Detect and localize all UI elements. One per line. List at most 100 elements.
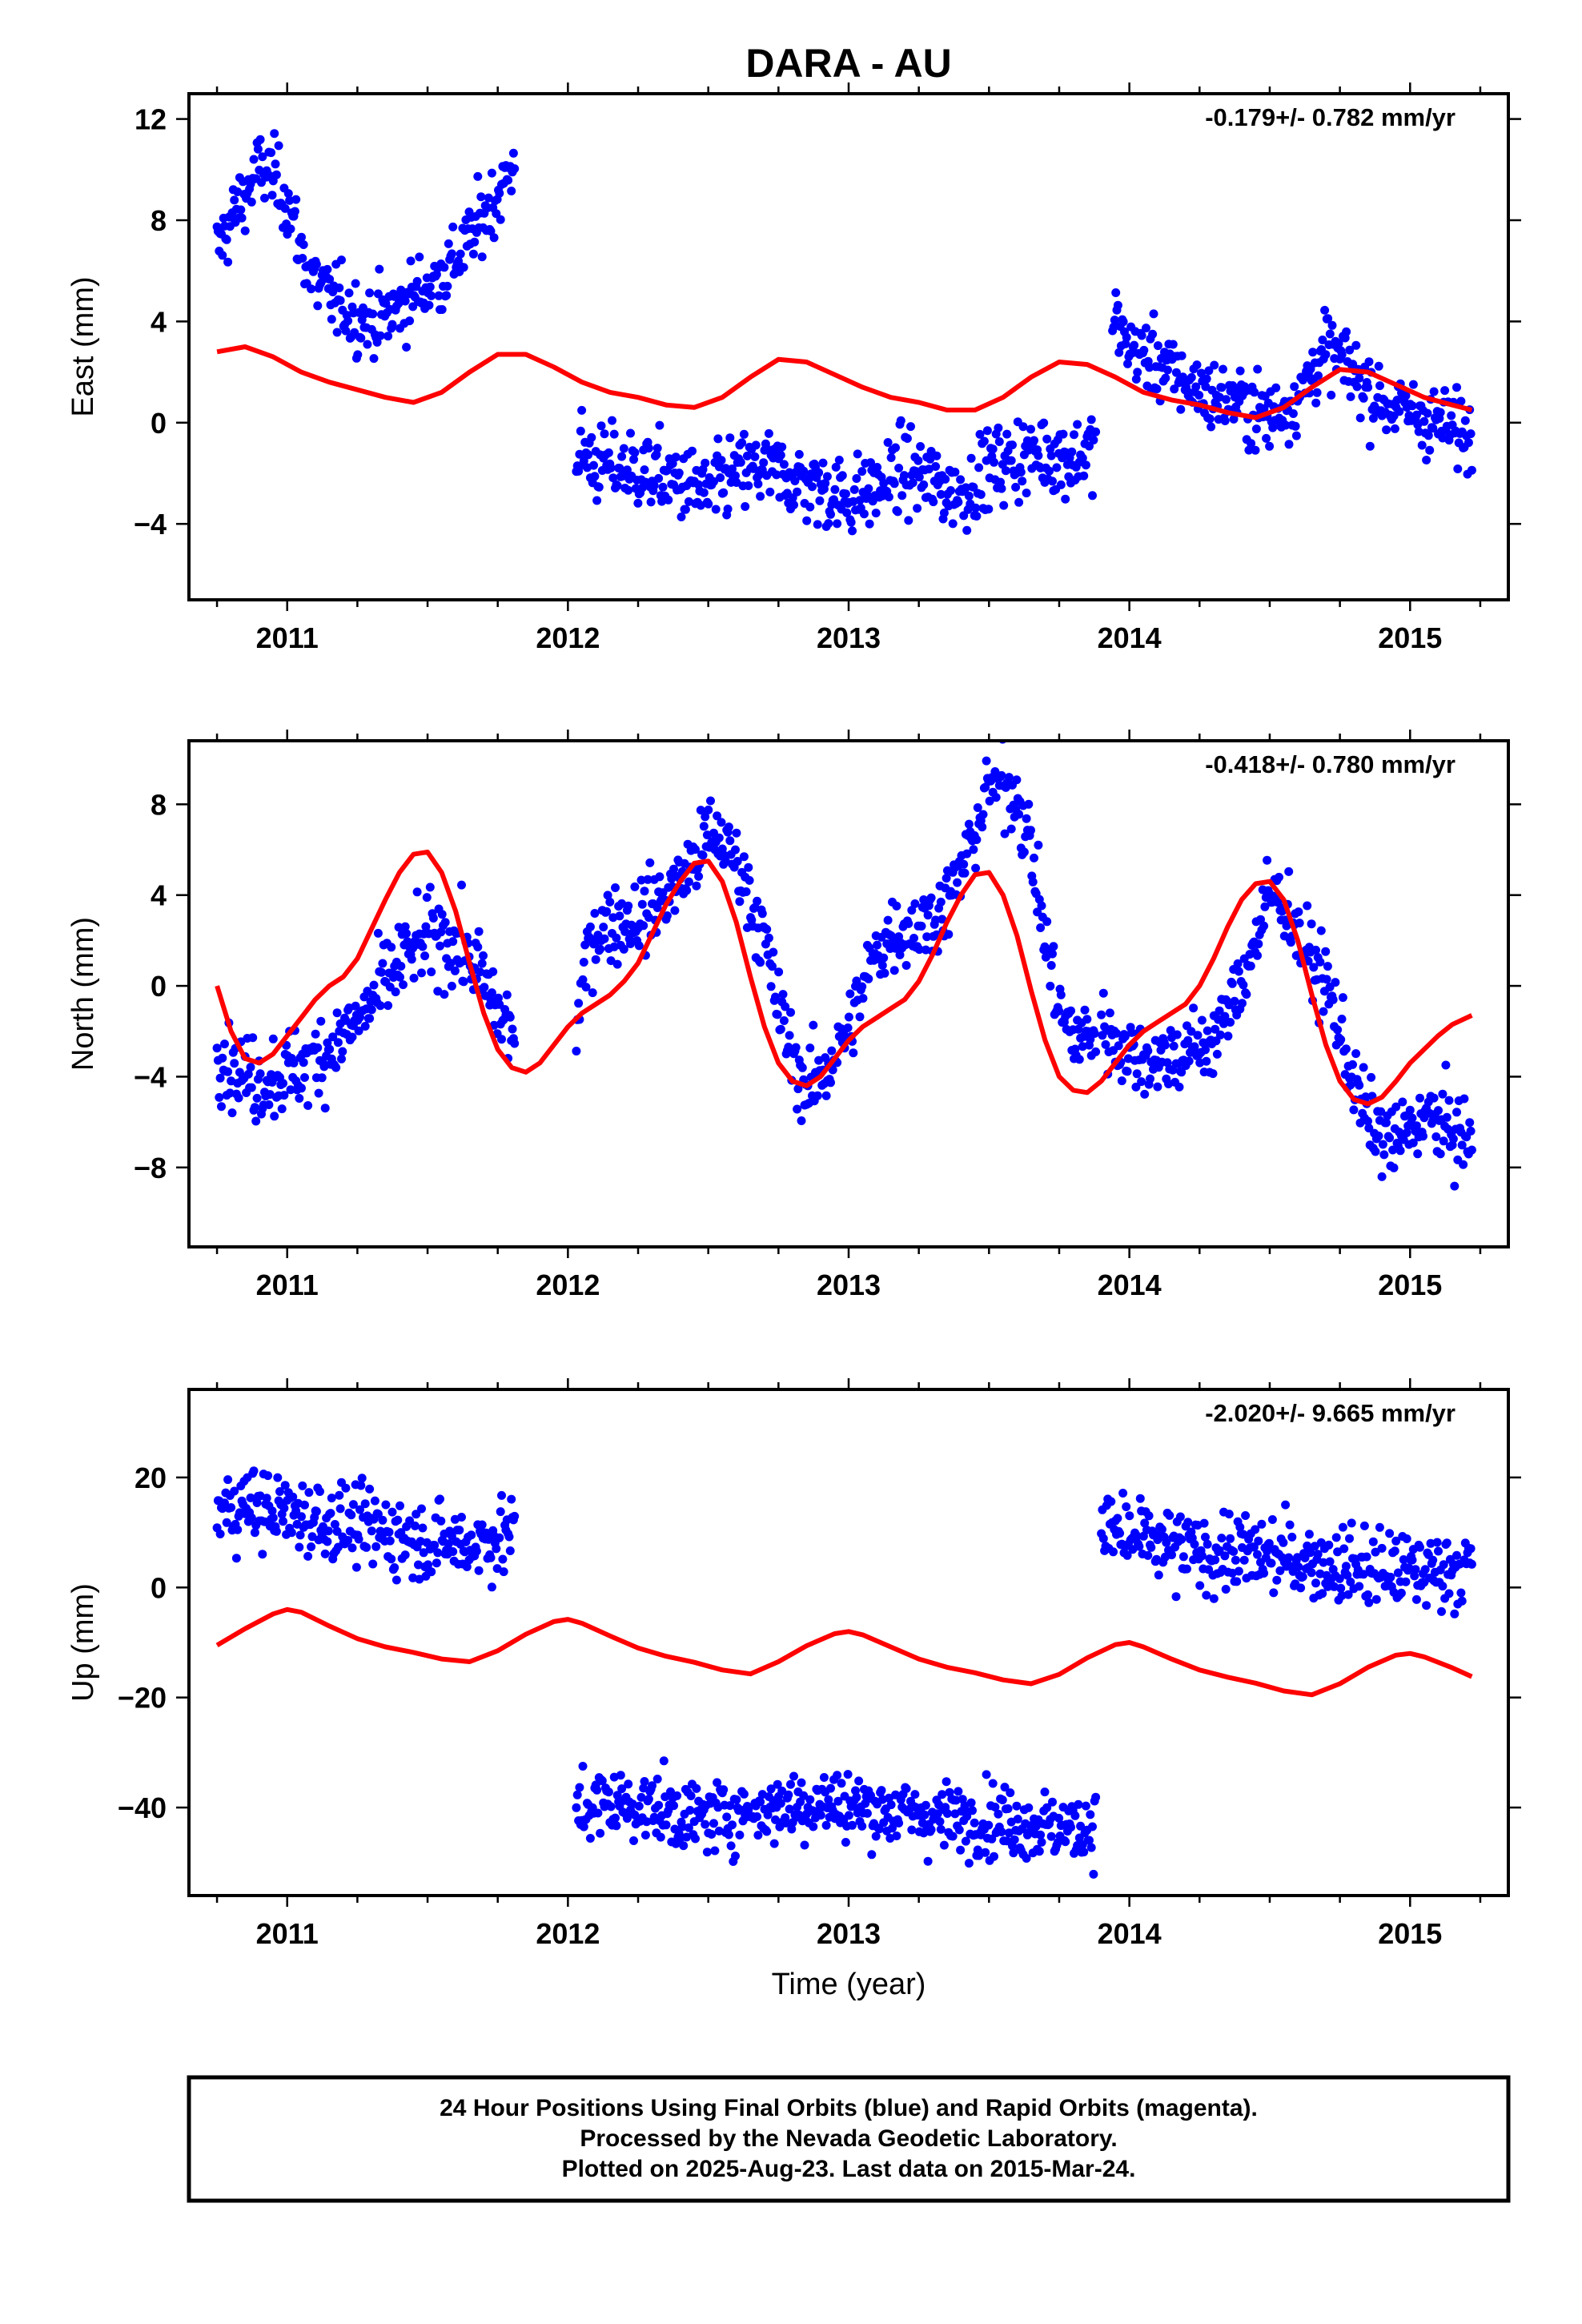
up-point bbox=[1251, 1525, 1260, 1534]
east-point bbox=[864, 484, 873, 493]
north-point bbox=[828, 1065, 837, 1075]
up-point bbox=[323, 1526, 333, 1536]
up-point bbox=[735, 1830, 745, 1839]
east-x-tick-label: 2012 bbox=[536, 621, 600, 654]
east-point bbox=[1018, 422, 1028, 432]
north-point bbox=[1202, 1056, 1211, 1066]
north-point bbox=[1215, 1006, 1224, 1015]
north-point bbox=[1333, 1025, 1343, 1035]
north-point bbox=[1389, 1163, 1399, 1172]
north-point bbox=[1122, 1067, 1132, 1076]
north-point bbox=[606, 956, 616, 966]
up-point bbox=[597, 1776, 607, 1786]
east-point bbox=[777, 442, 787, 452]
east-point bbox=[1114, 348, 1124, 357]
east-point bbox=[335, 296, 345, 305]
up-point bbox=[851, 1786, 860, 1795]
up-point bbox=[1259, 1569, 1269, 1578]
north-point bbox=[1364, 1124, 1374, 1133]
north-point bbox=[1097, 1010, 1106, 1019]
east-point bbox=[1365, 441, 1375, 451]
north-point bbox=[735, 897, 745, 907]
east-point bbox=[772, 470, 781, 480]
east-point bbox=[351, 279, 360, 288]
up-point bbox=[954, 1787, 963, 1796]
north-point bbox=[793, 1084, 803, 1094]
north-point bbox=[1376, 1107, 1386, 1116]
north-point bbox=[1143, 1046, 1153, 1055]
north-point bbox=[1395, 1146, 1405, 1156]
up-point bbox=[673, 1791, 682, 1800]
east-x-tick-label: 2015 bbox=[1378, 621, 1442, 654]
up-x-tick-label: 2015 bbox=[1378, 1917, 1442, 1950]
east-point bbox=[723, 505, 733, 514]
north-point bbox=[1140, 1089, 1150, 1099]
east-point bbox=[1425, 445, 1435, 455]
up-x-tick-label: 2012 bbox=[536, 1917, 600, 1950]
east-point bbox=[375, 331, 385, 340]
north-point bbox=[1000, 829, 1010, 838]
east-point bbox=[425, 282, 435, 292]
north-point bbox=[1311, 945, 1320, 955]
up-point bbox=[1040, 1787, 1050, 1797]
east-point bbox=[606, 463, 616, 472]
east-point bbox=[751, 440, 761, 450]
east-point bbox=[1186, 372, 1196, 382]
east-point bbox=[969, 482, 978, 492]
north-point bbox=[724, 822, 733, 832]
up-point bbox=[728, 1820, 737, 1830]
up-point bbox=[370, 1496, 379, 1506]
east-point bbox=[939, 509, 949, 517]
north-point bbox=[1028, 877, 1038, 887]
north-point bbox=[1127, 1027, 1136, 1037]
east-point bbox=[794, 449, 804, 459]
north-point bbox=[645, 858, 655, 867]
north-point bbox=[773, 1010, 782, 1019]
east-point bbox=[1464, 438, 1473, 448]
up-point bbox=[606, 1802, 616, 1811]
up-point bbox=[1157, 1525, 1166, 1534]
up-point bbox=[724, 1830, 733, 1839]
north-point bbox=[487, 988, 496, 998]
up-point bbox=[874, 1824, 884, 1834]
up-point bbox=[385, 1536, 395, 1546]
north-point bbox=[1448, 1134, 1458, 1144]
east-point bbox=[629, 455, 638, 464]
east-point bbox=[1401, 391, 1411, 400]
up-point bbox=[436, 1516, 446, 1526]
east-point bbox=[576, 426, 585, 436]
north-point bbox=[407, 955, 416, 964]
north-point bbox=[714, 833, 724, 842]
footer-line-2: Processed by the Nevada Geodetic Laborat… bbox=[580, 2125, 1117, 2152]
east-point bbox=[974, 463, 984, 472]
up-point bbox=[1285, 1520, 1295, 1530]
up-point bbox=[291, 1506, 301, 1516]
east-point bbox=[1204, 366, 1214, 376]
north-point bbox=[744, 862, 753, 872]
up-point bbox=[1118, 1489, 1128, 1498]
up-point bbox=[400, 1550, 410, 1560]
up-point bbox=[669, 1801, 678, 1811]
north-point bbox=[402, 929, 412, 939]
north-point bbox=[1189, 1003, 1199, 1013]
north-point bbox=[944, 930, 954, 939]
north-point bbox=[227, 1108, 237, 1118]
east-point bbox=[908, 478, 917, 488]
north-point bbox=[701, 812, 710, 822]
east-point bbox=[865, 519, 874, 529]
east-point bbox=[994, 437, 1004, 446]
up-point bbox=[271, 1526, 281, 1536]
east-point bbox=[1312, 388, 1322, 397]
east-point bbox=[1079, 471, 1089, 480]
north-point bbox=[596, 944, 605, 954]
up-point bbox=[1426, 1538, 1435, 1548]
up-point bbox=[1324, 1540, 1334, 1550]
east-point bbox=[1355, 373, 1364, 383]
up-point bbox=[1311, 1578, 1320, 1588]
up-point bbox=[1307, 1568, 1316, 1578]
up-point bbox=[487, 1582, 496, 1592]
north-point bbox=[797, 1063, 807, 1072]
north-point bbox=[295, 1094, 304, 1103]
north-point bbox=[938, 915, 947, 924]
